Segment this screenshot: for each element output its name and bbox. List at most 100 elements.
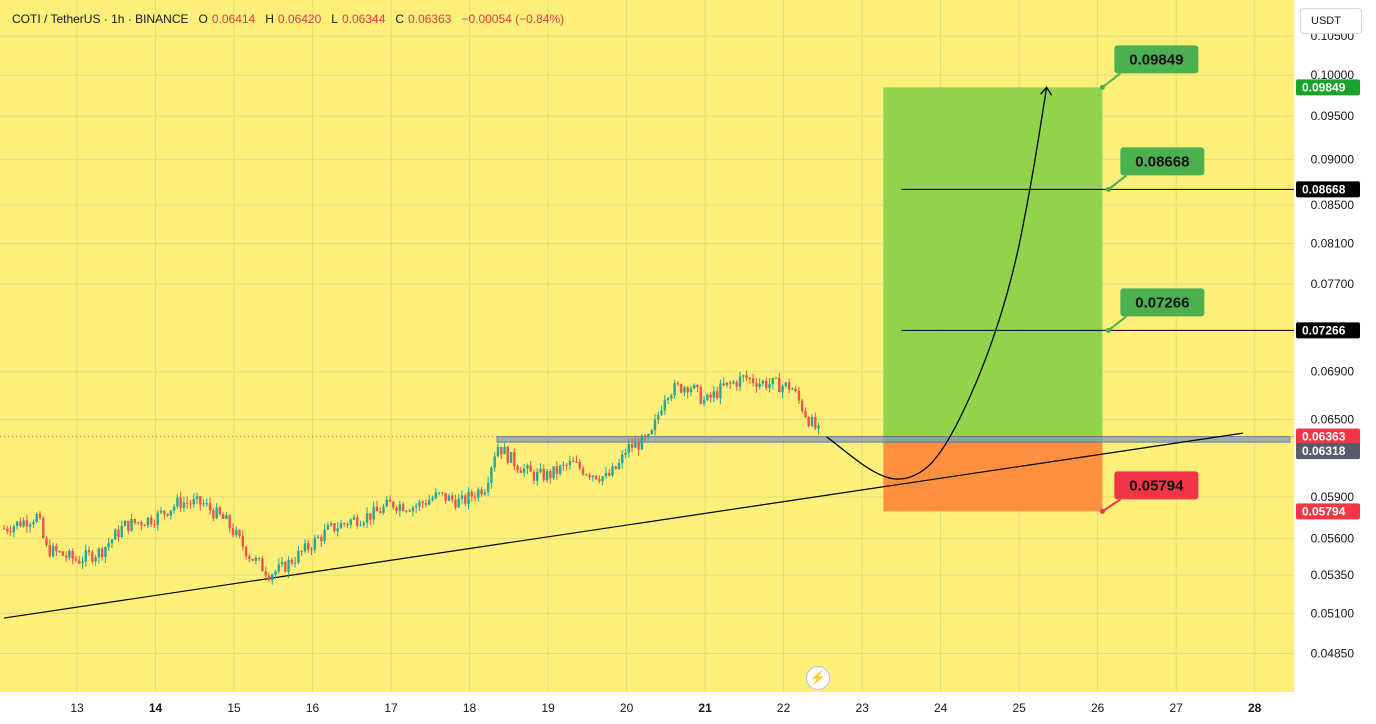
candle-body[interactable] <box>470 491 473 497</box>
candle-body[interactable] <box>297 550 300 563</box>
candle-body[interactable] <box>166 513 169 516</box>
candle-body[interactable] <box>702 400 706 404</box>
candle-body[interactable] <box>182 502 186 508</box>
candle-body[interactable] <box>307 543 310 550</box>
candle-body[interactable] <box>385 499 388 507</box>
candle-body[interactable] <box>398 504 402 511</box>
candle-body[interactable] <box>800 400 804 412</box>
support-zone[interactable] <box>496 435 1291 443</box>
candle-body[interactable] <box>352 517 356 520</box>
projection-arrow[interactable] <box>826 87 1048 480</box>
candle-body[interactable] <box>414 506 418 508</box>
candle-body[interactable] <box>156 512 159 525</box>
candle-body[interactable] <box>313 537 316 550</box>
candle-body[interactable] <box>575 461 578 463</box>
candle-body[interactable] <box>179 497 182 508</box>
candle-body[interactable] <box>25 520 29 527</box>
candle-body[interactable] <box>215 507 218 519</box>
candle-body[interactable] <box>19 521 22 527</box>
candle-body[interactable] <box>496 446 500 457</box>
candle-body[interactable] <box>477 489 480 498</box>
candle-body[interactable] <box>388 499 392 502</box>
candle-body[interactable] <box>689 388 693 393</box>
candle-body[interactable] <box>699 386 702 404</box>
candle-body[interactable] <box>369 513 372 520</box>
candle-body[interactable] <box>817 425 820 429</box>
candle-body[interactable] <box>568 460 572 466</box>
candle-body[interactable] <box>784 382 788 387</box>
candle-body[interactable] <box>208 503 212 511</box>
candle-body[interactable] <box>117 529 120 537</box>
candle-body[interactable] <box>807 417 810 426</box>
candle-body[interactable] <box>228 515 231 529</box>
candle-body[interactable] <box>585 474 588 476</box>
candle-body[interactable] <box>444 493 447 501</box>
candle-body[interactable] <box>100 548 104 557</box>
candle-body[interactable] <box>133 519 137 524</box>
candle-body[interactable] <box>526 465 529 469</box>
candle-body[interactable] <box>666 398 670 401</box>
candle-body[interactable] <box>107 543 110 548</box>
candle-body[interactable] <box>287 559 290 572</box>
candle-body[interactable] <box>679 384 683 393</box>
candle-body[interactable] <box>169 510 173 516</box>
candle-body[interactable] <box>686 387 689 393</box>
candle-body[interactable] <box>346 523 349 525</box>
candle-body[interactable] <box>630 443 634 448</box>
candle-body[interactable] <box>146 517 150 526</box>
candle-body[interactable] <box>235 530 238 536</box>
candle-body[interactable] <box>356 517 359 526</box>
trendline[interactable] <box>3 432 1243 619</box>
candle-body[interactable] <box>536 471 539 481</box>
candle-body[interactable] <box>738 376 742 387</box>
candle-body[interactable] <box>114 529 117 540</box>
candle-body[interactable] <box>607 472 611 476</box>
candle-body[interactable] <box>303 543 307 552</box>
candle-body[interactable] <box>94 557 97 562</box>
candle-body[interactable] <box>333 523 336 532</box>
candle-body[interactable] <box>732 381 735 384</box>
candle-body[interactable] <box>71 550 74 559</box>
candle-body[interactable] <box>84 550 87 562</box>
candle-body[interactable] <box>725 382 729 386</box>
candle-body[interactable] <box>627 443 631 453</box>
candle-body[interactable] <box>362 522 366 525</box>
candle-body[interactable] <box>411 507 415 512</box>
candle-body[interactable] <box>431 498 434 501</box>
candle-body[interactable] <box>349 519 352 525</box>
candle-body[interactable] <box>755 383 758 387</box>
candle-body[interactable] <box>195 496 199 500</box>
candle-body[interactable] <box>48 545 51 557</box>
candle-body[interactable] <box>395 507 398 511</box>
candle-body[interactable] <box>611 466 614 476</box>
candle-body[interactable] <box>715 391 719 399</box>
candle-body[interactable] <box>323 529 326 542</box>
candle-body[interactable] <box>392 501 395 508</box>
currency-button[interactable]: USDT <box>1300 8 1362 34</box>
candle-body[interactable] <box>104 547 107 557</box>
candle-body[interactable] <box>787 382 791 390</box>
candle-body[interactable] <box>264 571 267 576</box>
candle-body[interactable] <box>594 475 598 480</box>
candle-body[interactable] <box>657 414 660 420</box>
candle-body[interactable] <box>421 501 424 504</box>
candle-body[interactable] <box>241 536 245 547</box>
candle-body[interactable] <box>199 496 202 505</box>
candle-body[interactable] <box>624 452 627 455</box>
candle-body[interactable] <box>61 551 65 556</box>
candle-body[interactable] <box>765 380 768 388</box>
candle-body[interactable] <box>251 558 254 561</box>
candle-body[interactable] <box>673 383 676 396</box>
time-axis[interactable] <box>0 692 1294 724</box>
candle-body[interactable] <box>464 495 467 504</box>
candle-body[interactable] <box>329 523 333 526</box>
candle-body[interactable] <box>549 471 552 478</box>
loss-zone[interactable] <box>883 442 1103 512</box>
candle-body[interactable] <box>617 463 621 469</box>
candle-body[interactable] <box>218 507 222 515</box>
candle-body[interactable] <box>683 387 686 393</box>
candle-body[interactable] <box>127 520 130 531</box>
candle-body[interactable] <box>791 388 794 390</box>
candle-body[interactable] <box>172 506 176 511</box>
